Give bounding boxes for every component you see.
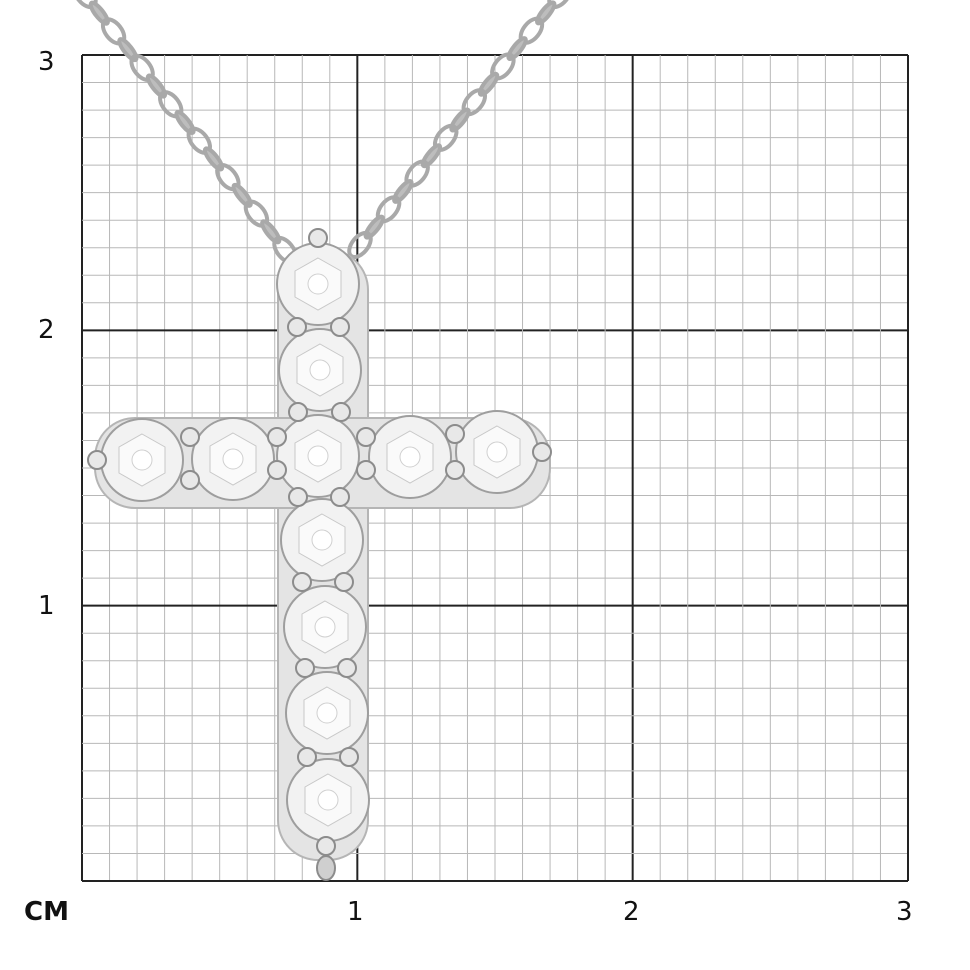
prong (532, 442, 552, 462)
prong (334, 572, 354, 592)
prong (288, 402, 308, 422)
prong (445, 424, 465, 444)
prong (308, 228, 328, 248)
chain-link (347, 230, 373, 260)
prong (330, 487, 350, 507)
x-label-1: 1 (347, 897, 364, 927)
y-label-1: 1 (38, 591, 55, 621)
chain-link (449, 107, 471, 133)
diamond-table (311, 529, 333, 551)
x-label-2: 2 (623, 897, 640, 927)
cross-pendant (87, 228, 552, 881)
diamond-table (307, 273, 329, 295)
chain-link (145, 73, 168, 99)
chain-link (202, 146, 225, 172)
diamond-table (307, 445, 329, 467)
chain-link (392, 178, 414, 204)
prong (297, 747, 317, 767)
chain-link (535, 0, 557, 26)
pendant-tip (316, 855, 336, 881)
diamond-table (317, 789, 339, 811)
chain-link (260, 219, 282, 245)
prong (331, 402, 351, 422)
prong (339, 747, 359, 767)
diamond-table (486, 441, 508, 463)
prong (87, 450, 107, 470)
prong (330, 317, 350, 337)
prong (292, 572, 312, 592)
prong (267, 427, 287, 447)
chain-link (174, 109, 196, 136)
chain-link (117, 37, 139, 63)
chain-link (363, 214, 385, 240)
x-label-3: 3 (896, 897, 913, 927)
prong (180, 470, 200, 490)
diamond-table (222, 448, 244, 470)
diamond-table (131, 449, 153, 471)
unit-label: CM (24, 897, 69, 927)
prong (288, 487, 308, 507)
prong (337, 658, 357, 678)
diamond-table (309, 359, 331, 381)
y-label-2: 2 (38, 315, 55, 345)
necklace-chain (72, 0, 573, 265)
y-label-3: 3 (38, 47, 55, 77)
chain-link (88, 0, 110, 26)
prong (267, 460, 287, 480)
prong (295, 658, 315, 678)
chain-link (420, 143, 443, 169)
prong (356, 460, 376, 480)
diamond-table (399, 446, 421, 468)
prong (287, 317, 307, 337)
prong (180, 427, 200, 447)
prong (445, 460, 465, 480)
prong (316, 836, 336, 856)
prong (356, 427, 376, 447)
chain-link (231, 182, 253, 208)
chain-link (477, 71, 500, 97)
diamond-table (314, 616, 336, 638)
diamond-table (316, 702, 338, 724)
chain-link (506, 36, 528, 62)
